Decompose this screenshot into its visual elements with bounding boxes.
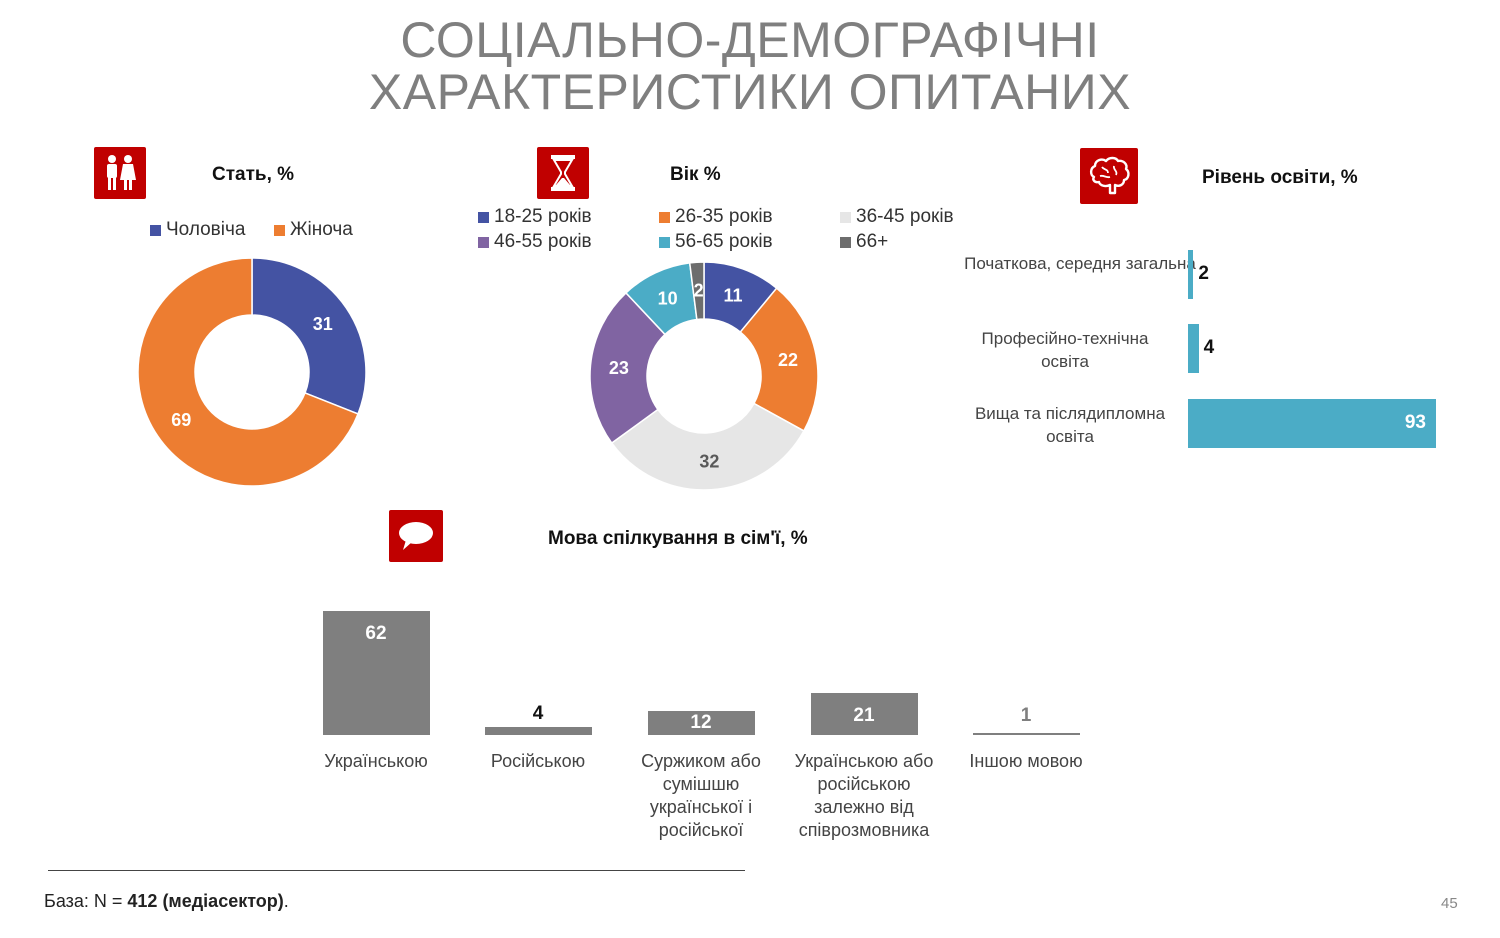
legend-swatch-female xyxy=(274,224,285,236)
legend-item-age-66-plus: 66+ xyxy=(840,231,888,253)
language-category-label: Українською xyxy=(324,751,428,771)
language-bar-value: 21 xyxy=(853,705,875,726)
education-category-label: Професійно-технічна освіта xyxy=(981,329,1149,371)
language-bar-value: 62 xyxy=(365,623,387,644)
legend-item-age-56-65: 56-65 років xyxy=(659,231,773,253)
age-slice-label: 22 xyxy=(778,350,798,370)
gender-donut-chart: 31 69 xyxy=(137,257,367,487)
legend-label-age-18-25: 18-25 років xyxy=(494,206,592,227)
legend-item-age-36-45: 36-45 років xyxy=(840,206,954,228)
legend-swatch-age-18-25 xyxy=(478,211,489,223)
gender-slice-label: 69 xyxy=(171,410,191,430)
title-line-2: ХАРАКТЕРИСТИКИ ОПИТАНИХ xyxy=(368,64,1132,120)
language-bar-value: 12 xyxy=(690,712,712,733)
hourglass-icon xyxy=(537,147,589,199)
gender-chart-title: Стать, % xyxy=(212,164,295,185)
age-slice-label: 23 xyxy=(609,358,629,378)
legend-swatch-male xyxy=(150,224,161,236)
education-bar-value: 93 xyxy=(1404,412,1426,433)
speech-bubble-icon xyxy=(389,510,443,562)
gender-slice xyxy=(251,257,367,415)
legend-label-age-26-35: 26-35 років xyxy=(675,206,773,227)
age-chart-title: Вік % xyxy=(670,164,721,185)
age-slice xyxy=(688,261,705,321)
education-bar-value: 2 xyxy=(1198,263,1209,284)
brain-icon xyxy=(1080,148,1138,204)
title-line-1: СОЦІАЛЬНО-ДЕМОГРАФІЧНІ xyxy=(400,12,1100,68)
language-category-label: Українською або російською залежно від с… xyxy=(794,751,934,840)
legend-label-age-56-65: 56-65 років xyxy=(675,231,773,252)
age-slice xyxy=(739,287,819,432)
language-category-label: Іншою мовою xyxy=(969,751,1083,771)
people-icon xyxy=(94,147,146,199)
education-chart-title: Рівень освіти, % xyxy=(1202,167,1358,188)
language-bar-value: 4 xyxy=(532,703,544,724)
legend-label-female: Жіноча xyxy=(290,219,353,240)
page-title: СОЦІАЛЬНО-ДЕМОГРАФІЧНІ ХАРАКТЕРИСТИКИ ОП… xyxy=(0,14,1500,118)
base-note-count: 412 (медіасектор) xyxy=(127,891,284,911)
base-note-prefix: База: N = xyxy=(44,891,128,911)
language-chart-title: Мова спілкування в сім'ї, % xyxy=(548,528,808,549)
legend-swatch-age-66-plus xyxy=(840,236,851,248)
language-bar xyxy=(322,611,430,735)
legend-item-male: Чоловіча xyxy=(150,219,245,241)
age-slice-label: 10 xyxy=(658,289,678,309)
legend-item-age-26-35: 26-35 років xyxy=(659,206,773,228)
age-slice-label: 32 xyxy=(699,451,719,471)
age-slice xyxy=(610,402,805,491)
legend-swatch-age-56-65 xyxy=(659,236,670,248)
footer-divider xyxy=(48,870,745,871)
language-bar-value: 1 xyxy=(1020,705,1032,726)
page-number: 45 xyxy=(1441,895,1458,912)
language-bar xyxy=(647,711,755,735)
education-category-label: Початкова, середня загальна xyxy=(964,254,1196,273)
language-category-label: Суржиком або сумішшю української і росій… xyxy=(641,751,761,840)
legend-item-female: Жіноча xyxy=(274,219,353,241)
gender-slice xyxy=(137,257,359,487)
age-donut-chart: 11 22 32 23 10 2 xyxy=(589,261,819,491)
legend-label-male: Чоловіча xyxy=(166,219,246,240)
legend-item-age-18-25: 18-25 років xyxy=(478,206,592,228)
age-slice-label: 11 xyxy=(723,286,742,306)
legend-swatch-age-26-35 xyxy=(659,211,670,223)
gender-slice-label: 31 xyxy=(313,314,333,334)
legend-swatch-age-46-55 xyxy=(478,236,489,248)
education-category-label: Вища та післядипломна освіта xyxy=(974,404,1166,446)
age-slice xyxy=(589,291,667,445)
legend-label-age-66-plus: 66+ xyxy=(856,231,889,252)
legend-label-age-46-55: 46-55 років xyxy=(494,231,592,252)
age-slice-label: 2 xyxy=(694,281,704,301)
legend-item-age-46-55: 46-55 років xyxy=(478,231,592,253)
language-bar xyxy=(484,727,592,735)
education-bar xyxy=(1188,324,1199,373)
education-bar xyxy=(1188,399,1436,448)
legend-label-age-36-45: 36-45 років xyxy=(856,206,954,227)
base-note-suffix: . xyxy=(283,891,289,911)
education-bar-value: 4 xyxy=(1203,337,1215,358)
legend-swatch-age-36-45 xyxy=(840,211,851,223)
language-category-label: Російською xyxy=(490,751,586,771)
base-note: База: N = 412 (медіасектор). xyxy=(44,891,289,912)
education-bar xyxy=(1188,250,1194,299)
language-bar xyxy=(972,733,1080,735)
language-bar xyxy=(810,693,918,735)
